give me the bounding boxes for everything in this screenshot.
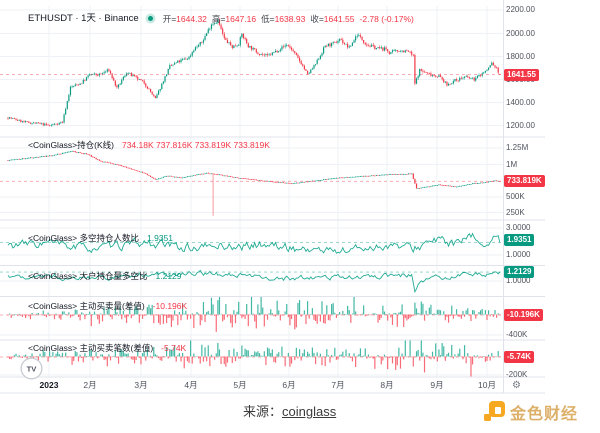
jinse-logo-icon — [483, 400, 506, 424]
ohlc-close-value: 1641.55 — [323, 13, 355, 24]
open-interest-pane-legend[interactable]: <CoinGlass>持仓(K线) 734.18K 737.816K 733.8… — [28, 140, 270, 150]
price-change: -2.78 (-0.17%) — [359, 13, 414, 24]
ohlc-open-label: 开= — [162, 13, 177, 24]
ohlc-close-label: 收= — [310, 13, 324, 24]
jinse-brand: 金色财经 — [483, 400, 578, 424]
indicator-title[interactable]: <CoinGlass> 多空持仓人数比 — [28, 233, 139, 243]
market-status-icon — [147, 16, 153, 22]
time-axis-settings-gear-icon[interactable]: ⚙ — [512, 380, 521, 391]
ohlc-open: 开=1644.32 — [163, 14, 207, 24]
top-trader-ratio-pane-legend[interactable]: <CoinGlass> 大户持仓量多空比 1.2129 — [28, 271, 182, 281]
chart-canvas[interactable] — [0, 0, 600, 395]
source-caption: 来源：coinglass — [243, 401, 336, 420]
indicator-values: -10.196K — [152, 301, 188, 311]
ohlc-low-value: 1638.93 — [274, 13, 306, 24]
taker-volume-delta-pane-legend[interactable]: <CoinGlass> 主动买卖量(差值) -10.196K — [28, 301, 187, 311]
jinse-brand-name: 金色财经 — [510, 406, 579, 423]
tradingview-logo[interactable]: TV — [20, 357, 43, 380]
ohlc-open-value: 1644.32 — [176, 13, 207, 24]
jinse-logo-notch — [495, 406, 501, 414]
jinse-logo-small-square — [484, 413, 491, 421]
ohlc-low-label: 低= — [261, 13, 275, 24]
ohlc-close: 收=1641.55 — [310, 14, 354, 24]
main-pane-legend[interactable]: ETHUSDT · 1天 · Binance 开=1644.32 高=1647.… — [28, 13, 414, 24]
taker-count-delta-pane-legend[interactable]: <CoinGlass> 主动买卖笔数(差值) -5.74K — [28, 343, 186, 353]
indicator-values: 734.18K 737.816K 733.819K 733.819K — [121, 140, 270, 150]
indicator-title[interactable]: <CoinGlass> 大户持仓量多空比 — [28, 271, 148, 281]
ohlc-high-value: 1647.16 — [225, 13, 257, 24]
indicator-title[interactable]: <CoinGlass> 主动买卖量(差值) — [28, 301, 145, 311]
ohlc-high-label: 高= — [211, 13, 226, 24]
ohlc-high: 高=1647.16 — [212, 14, 256, 24]
tradingview-logo-circle — [20, 357, 43, 380]
indicator-title[interactable]: <CoinGlass>持仓(K线) — [28, 140, 114, 150]
indicator-values: -5.74K — [161, 343, 187, 353]
tradingview-logo-mark: TV — [27, 364, 38, 373]
indicator-values: 1.9351 — [147, 233, 173, 243]
footer: 来源：coinglass 金色财经 — [0, 395, 600, 433]
indicator-values: 1.2129 — [155, 271, 182, 281]
ohlc-low: 低=1638.93 — [261, 14, 305, 24]
symbol-title[interactable]: ETHUSDT · 1天 · Binance — [28, 13, 139, 24]
indicator-title[interactable]: <CoinGlass> 主动买卖笔数(差值) — [28, 343, 154, 353]
coinglass-link[interactable]: coinglass — [282, 404, 337, 419]
long-short-ratio-pane-legend[interactable]: <CoinGlass> 多空持仓人数比 1.9351 — [28, 233, 173, 243]
source-prefix: 来源： — [243, 404, 283, 419]
